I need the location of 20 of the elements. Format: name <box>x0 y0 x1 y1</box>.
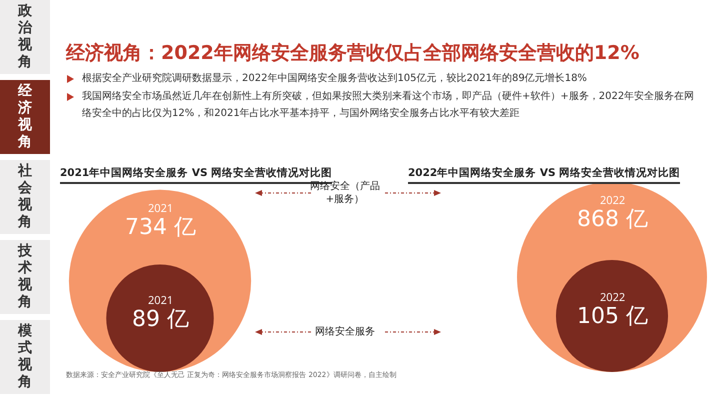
text: 2022 <box>600 290 626 305</box>
text: 政治视角 <box>0 0 50 74</box>
text: 社会视角 <box>0 160 50 234</box>
data-label: 105 亿 <box>577 304 648 329</box>
category-label: 网络安全（产品+服务） <box>309 180 381 206</box>
text: 根据安全产业研究院调研数据显示，2022年中国网络安全服务营收达到105亿元，较比2021年的89亿元增长18% <box>82 72 588 86</box>
data-label: 734 亿 <box>125 215 196 240</box>
text: 2021 <box>148 293 174 308</box>
data-label: 89 亿 <box>132 307 189 332</box>
text: 我国网络安全市场虽然近几年在创新性上有所突破，但如果按照大类别来看这个市场，即产品（硬件+软件）+服务，2022年安全服务在网络安全中的占比仅为12%，和2021年占比水平基本持平，与国外网络安全服务占比水平有较大差距 <box>82 90 696 121</box>
text: 技术视角 <box>0 240 50 314</box>
category-label: 网络安全服务 <box>314 325 376 338</box>
series-label: 2021 <box>148 201 174 216</box>
text: 2021年中国网络安全服务 VS 网络安全营收情况对比图 <box>60 167 332 179</box>
text: 经济视角：2022年网络安全服务营收仅占全部网络安全营收的12% <box>66 41 640 66</box>
text: 2022年中国网络安全服务 VS 网络安全营收情况对比图 <box>408 166 680 184</box>
series-label: 2022 <box>600 193 626 208</box>
text: 经济视角 <box>0 80 50 154</box>
text: 模式视角 <box>0 320 50 394</box>
data-label: 868 亿 <box>577 207 648 232</box>
